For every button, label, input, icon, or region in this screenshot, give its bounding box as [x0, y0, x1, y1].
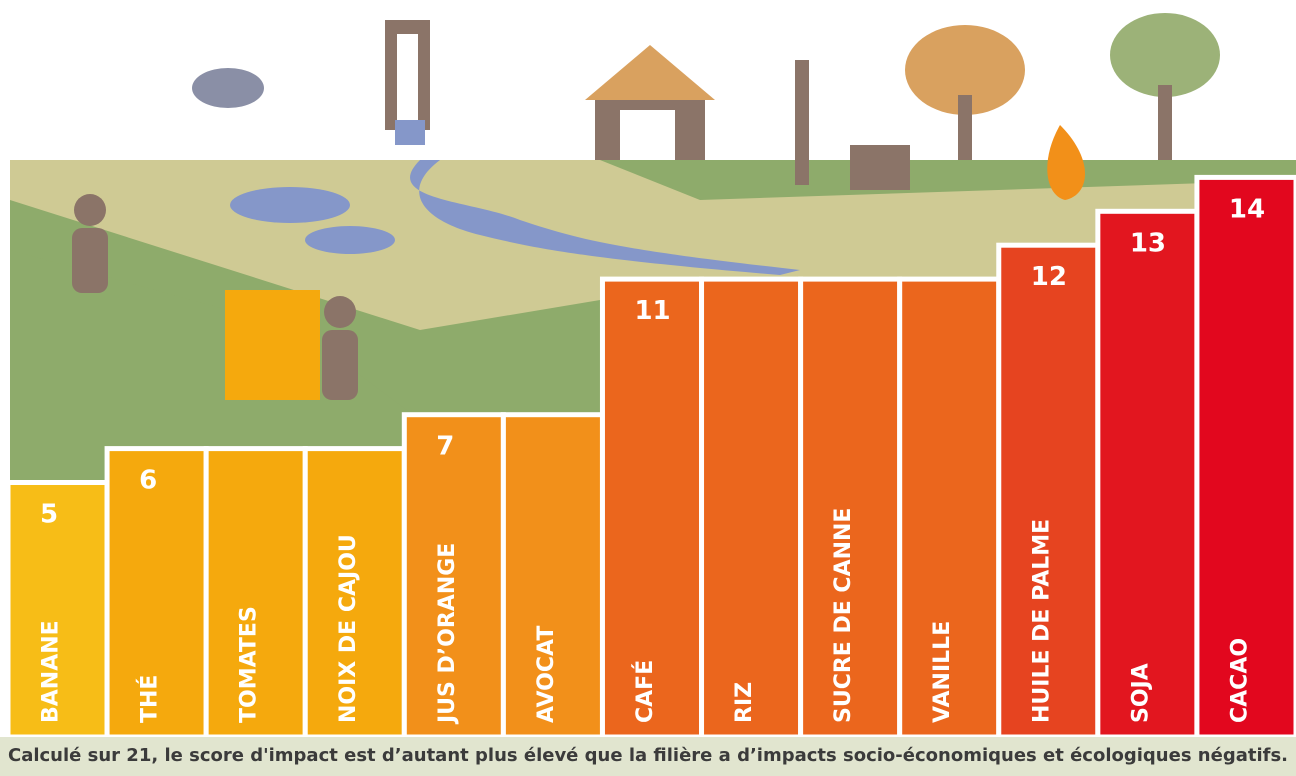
bar [599, 276, 705, 740]
category-label: SUCRE DE CANNE [831, 508, 856, 723]
category-label: RIZ [732, 682, 757, 723]
value-label: 12 [1031, 262, 1067, 292]
value-label: 6 [139, 466, 157, 496]
value-label: 13 [1130, 228, 1166, 258]
bar [897, 276, 1002, 740]
category-label: CACAO [1227, 638, 1252, 723]
value-label: 5 [40, 500, 58, 530]
category-label: THÉ [137, 675, 163, 723]
category-label: VANILLE [930, 621, 955, 723]
category-label: CAFÉ [632, 660, 658, 723]
value-label: 14 [1229, 194, 1265, 224]
category-label: BANANE [39, 620, 64, 723]
bar [1194, 174, 1296, 740]
category-label: TOMATES [237, 606, 262, 723]
bar [203, 446, 308, 740]
caption: Calculé sur 21, le score d'impact est d’… [8, 745, 1288, 766]
bar [401, 412, 506, 740]
bar [5, 480, 110, 740]
category-label: AVOCAT [534, 626, 559, 723]
bar [1095, 208, 1200, 740]
category-label: JUS D’ORANGE [435, 543, 460, 725]
value-label: 7 [436, 432, 454, 462]
bar [699, 276, 804, 740]
value-label: 11 [634, 296, 670, 326]
category-label: NOIX DE CAJOU [336, 534, 361, 723]
category-label: HUILE DE PALME [1029, 519, 1054, 723]
category-label: SOJA [1128, 663, 1153, 723]
caption-band [0, 737, 1296, 776]
bars: 5 BANANE 6 THÉ TOMATES NOIX DE CAJOU 7 JUS D’OR… [5, 174, 1296, 740]
